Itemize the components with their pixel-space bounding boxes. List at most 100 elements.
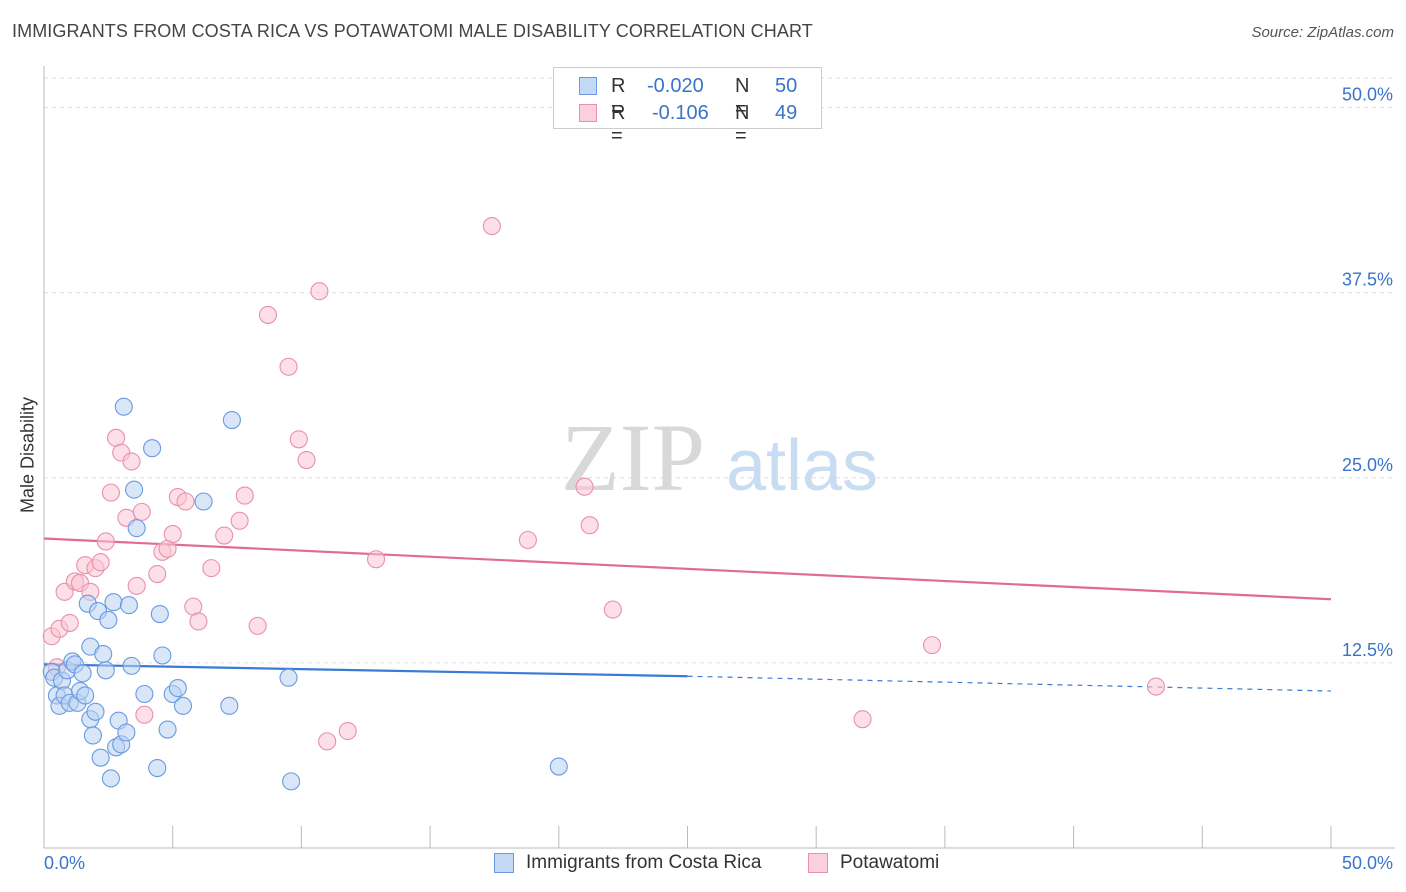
point-potawatomi [279, 357, 298, 376]
point-costa-rica [153, 646, 172, 665]
data-points [42, 217, 1166, 791]
y-tick-label: 25.0% [1342, 455, 1393, 475]
point-potawatomi [202, 559, 221, 578]
legend-swatch-costa-rica [579, 77, 597, 95]
point-potawatomi [310, 282, 329, 301]
point-potawatomi [189, 612, 208, 631]
point-costa-rica [125, 480, 144, 499]
point-potawatomi [518, 530, 537, 550]
legend-swatch-potawatomi [579, 104, 597, 122]
series-legend: Immigrants from Costa Rica Potawatomi [0, 852, 1406, 878]
legend-swatch-potawatomi [808, 853, 828, 873]
legend-n-value: 49 [775, 102, 798, 124]
point-costa-rica [127, 519, 146, 538]
point-costa-rica [135, 684, 154, 704]
y-tick-labels: 12.5% 25.0% 37.5% 50.0% [1342, 85, 1393, 660]
x-tick-labels: 0.0% 50.0% [44, 853, 1393, 873]
point-potawatomi [338, 721, 357, 741]
point-potawatomi [258, 305, 277, 324]
point-potawatomi [853, 710, 872, 729]
point-costa-rica [96, 661, 115, 680]
legend-r-value: -0.020 [647, 75, 704, 97]
legend-n-value: 50 [775, 75, 798, 97]
point-costa-rica [279, 668, 298, 687]
y-tick-label: 37.5% [1342, 270, 1393, 290]
point-costa-rica [220, 696, 239, 715]
point-costa-rica [104, 593, 123, 612]
y-tick-label: 50.0% [1342, 85, 1393, 105]
point-potawatomi [580, 516, 599, 535]
watermark: ZIP atlas [561, 404, 878, 511]
point-costa-rica [158, 720, 177, 739]
y-tick-label: 12.5% [1342, 640, 1393, 660]
point-potawatomi [289, 430, 308, 449]
point-potawatomi [922, 636, 942, 655]
legend-r-value: -0.106 [652, 102, 709, 124]
point-costa-rica [194, 492, 213, 511]
legend-n-label: N = [735, 75, 750, 120]
point-potawatomi [297, 450, 316, 470]
point-potawatomi [148, 565, 167, 584]
point-potawatomi [176, 492, 195, 511]
point-potawatomi [91, 553, 110, 572]
point-costa-rica [94, 644, 113, 664]
point-potawatomi [122, 452, 141, 471]
correlation-legend: R = -0.020 N = 50 R = -0.106 N = 49 [553, 67, 822, 147]
point-potawatomi [132, 502, 151, 521]
legend-n-label: N = [735, 102, 750, 147]
source-label: Source: ZipAtlas.com [1251, 24, 1394, 41]
point-costa-rica [117, 723, 136, 742]
point-costa-rica [282, 772, 301, 791]
point-costa-rica [119, 596, 138, 615]
point-potawatomi [318, 732, 337, 751]
point-costa-rica [83, 726, 102, 745]
point-costa-rica [168, 679, 187, 698]
x-tick-label-max: 50.0% [1342, 853, 1393, 873]
point-costa-rica [101, 769, 120, 788]
point-costa-rica [114, 397, 133, 416]
trend-line-potawatomi [43, 537, 1332, 601]
trend-line-costa-rica [43, 663, 688, 678]
point-costa-rica [173, 696, 193, 715]
point-costa-rica [73, 664, 92, 683]
point-potawatomi [101, 483, 120, 502]
point-potawatomi [366, 550, 386, 569]
point-potawatomi [163, 525, 182, 544]
point-potawatomi [230, 511, 249, 530]
point-potawatomi [482, 217, 501, 236]
legend-r-label: R = [611, 102, 626, 147]
point-potawatomi [248, 616, 267, 635]
point-potawatomi [235, 486, 254, 505]
point-costa-rica [122, 656, 141, 675]
gridlines [44, 77, 1395, 664]
point-costa-rica [76, 686, 95, 705]
point-costa-rica [549, 757, 568, 776]
point-costa-rica [150, 604, 169, 624]
point-costa-rica [143, 439, 162, 458]
point-potawatomi [575, 477, 594, 496]
x-tick-label-min: 0.0% [44, 853, 85, 873]
legend-r-label: R = [611, 75, 626, 120]
axes [43, 66, 1395, 849]
trend-lines [43, 537, 1332, 692]
chart-title: IMMIGRANTS FROM COSTA RICA VS POTAWATOMI… [12, 21, 813, 41]
point-potawatomi [215, 526, 234, 545]
y-axis-label: Male Disability [17, 396, 38, 514]
legend-label-costa-rica: Immigrants from Costa Rica [526, 852, 762, 873]
legend-label-potawatomi: Potawatomi [840, 852, 940, 873]
point-potawatomi [603, 600, 622, 619]
legend-swatch-costa-rica [494, 853, 514, 873]
point-potawatomi [1146, 677, 1166, 696]
point-potawatomi [135, 705, 154, 724]
point-potawatomi [96, 532, 115, 551]
point-costa-rica [148, 758, 167, 778]
point-potawatomi [60, 613, 79, 632]
point-potawatomi [127, 576, 146, 595]
point-costa-rica [91, 748, 110, 767]
point-costa-rica [222, 411, 241, 430]
watermark-atlas: atlas [726, 426, 878, 506]
trend-line-costa-rica-extrapolated [687, 675, 1332, 692]
point-costa-rica [99, 610, 118, 630]
point-costa-rica [86, 702, 105, 721]
